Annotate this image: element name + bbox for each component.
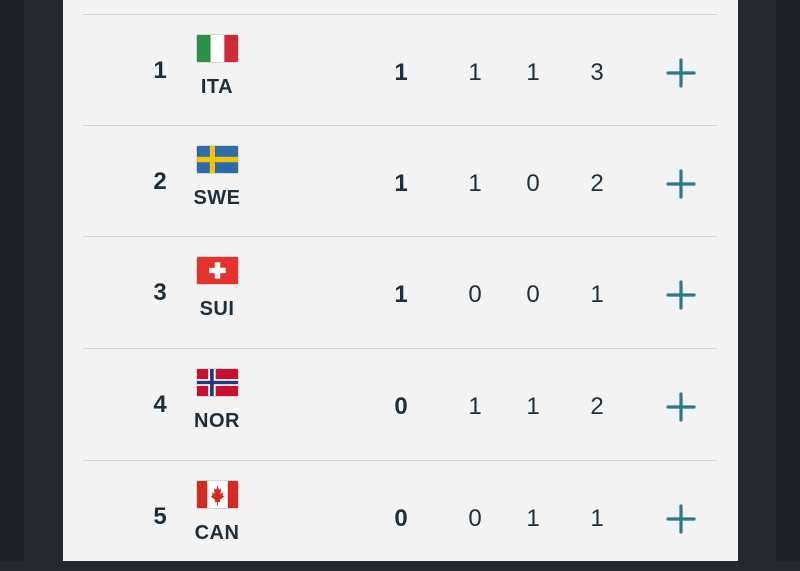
bronze-count: 1 [526, 393, 540, 420]
silver-count: 0 [468, 281, 482, 308]
gold-count: 1 [394, 59, 408, 86]
total-count: 2 [590, 170, 604, 197]
medal-table-panel: 1 ITA 1 1 1 3 2 [63, 0, 738, 561]
country-code: NOR [194, 410, 240, 432]
gold-count: 1 [394, 170, 408, 197]
total-count: 1 [590, 505, 604, 532]
table-row-sui: 3 SUI 1 0 0 1 [83, 236, 717, 347]
expand-plus-icon[interactable] [665, 168, 697, 200]
gold-count: 0 [394, 393, 408, 420]
country-code: SWE [193, 187, 241, 209]
table-row-nor: 4 NOR 0 1 1 2 [83, 348, 717, 459]
gold-count: 0 [394, 505, 408, 532]
gold-count: 1 [394, 281, 408, 308]
rank: 4 [153, 391, 167, 418]
country-code: ITA [200, 76, 234, 98]
norway-flag-icon [196, 368, 239, 397]
rank: 3 [153, 279, 167, 306]
total-count: 2 [590, 393, 604, 420]
italy-flag-icon [196, 34, 239, 63]
expand-plus-icon[interactable] [665, 57, 697, 89]
silver-count: 1 [468, 59, 482, 86]
country-code: CAN [194, 522, 240, 544]
expand-plus-icon[interactable] [665, 391, 697, 423]
bronze-count: 0 [526, 281, 540, 308]
bronze-count: 1 [526, 505, 540, 532]
right-background-edge [776, 0, 800, 561]
country-code: SUI [199, 298, 235, 320]
rank: 5 [153, 503, 167, 530]
expand-plus-icon[interactable] [665, 503, 697, 535]
total-count: 3 [590, 59, 604, 86]
silver-count: 0 [468, 505, 482, 532]
left-background-edge [0, 0, 24, 561]
expand-plus-icon[interactable] [665, 279, 697, 311]
total-count: 1 [590, 281, 604, 308]
silver-count: 1 [468, 393, 482, 420]
bronze-count: 1 [526, 59, 540, 86]
switzerland-flag-icon [196, 256, 239, 285]
table-row-swe: 2 SWE 1 1 0 2 [83, 125, 717, 236]
sweden-flag-icon [196, 145, 239, 174]
silver-count: 1 [468, 170, 482, 197]
bronze-count: 0 [526, 170, 540, 197]
canada-flag-icon [196, 480, 239, 509]
rank: 2 [153, 168, 167, 195]
rank: 1 [153, 57, 167, 84]
table-row-can: 5 CAN 0 0 1 1 [83, 460, 717, 571]
table-row-ita: 1 ITA 1 1 1 3 [83, 14, 717, 125]
